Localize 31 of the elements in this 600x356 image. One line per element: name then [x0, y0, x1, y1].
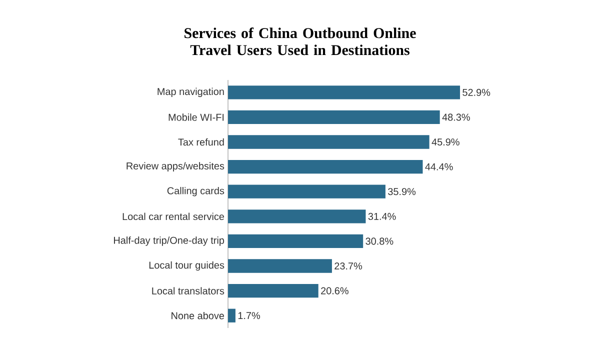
- y-tick-label: Review apps/websites: [126, 162, 224, 172]
- y-tick-label: Local tour guides: [149, 261, 224, 271]
- y-tick-label: Calling cards: [167, 186, 224, 196]
- data-label: 30.8%: [366, 238, 394, 245]
- bar: [228, 160, 423, 174]
- bar: [228, 135, 430, 149]
- y-tick-label: None above: [172, 312, 224, 320]
- y-tick-label: Mobile WI-FI: [168, 114, 224, 121]
- y-tick-label: Half-day trip/One-day trip: [114, 236, 224, 246]
- bar: [228, 86, 460, 100]
- bar: [228, 308, 236, 322]
- y-tick-label: Map navigation: [158, 88, 224, 98]
- data-label: 31.4%: [368, 212, 396, 220]
- bar: [228, 110, 440, 124]
- y-tick-label: Local translators: [152, 287, 224, 294]
- data-label: 35.9%: [388, 188, 416, 196]
- bar: [228, 184, 386, 198]
- data-label: 20.6%: [321, 287, 348, 294]
- bar: [228, 284, 318, 298]
- y-tick-label: Tax refund: [178, 138, 224, 146]
- data-label: 45.9%: [432, 138, 460, 146]
- data-label: 52.9%: [462, 88, 490, 96]
- data-label: 23.7%: [334, 262, 362, 270]
- bar: [228, 259, 332, 273]
- data-label: 1.7%: [238, 312, 260, 320]
- bar: [228, 234, 364, 248]
- y-tick-label: Local car rental service: [122, 212, 224, 220]
- data-label: 48.3%: [442, 114, 470, 121]
- bar: [228, 210, 366, 224]
- chart-title: Services of China Outbound Online Travel Users Used in Destinations: [184, 28, 416, 56]
- data-label: 44.4%: [425, 163, 453, 170]
